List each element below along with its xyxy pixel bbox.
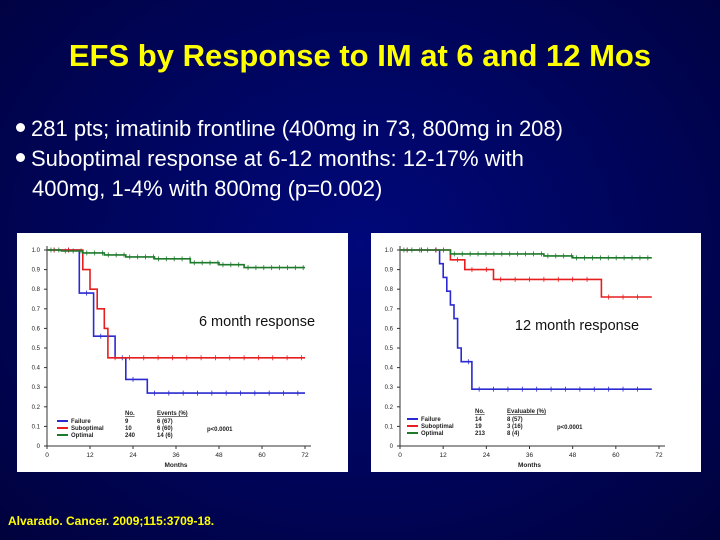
chart-annotation: 6 month response	[199, 314, 315, 330]
legend-header: No.	[475, 409, 485, 415]
y-tick-label: 0.8	[385, 287, 394, 293]
x-tick-label: 48	[569, 452, 577, 459]
efs-chart-12-month-svg: 0 0.1 0.2 0.3 0.4 0.5 0.6 0.7 0.8 0.9 1.0 0 12 24 36 48…	[385, 246, 665, 469]
km-curve-suboptimal	[47, 249, 305, 359]
bullet-2-text-line-2: 400mg, 1-4% with 800mg (p=0.002)	[32, 176, 383, 201]
x-axis-label: Months	[518, 462, 541, 469]
bullet-1: 281 pts; imatinib frontline (400mg in 73…	[16, 114, 716, 144]
x-tick-label: 0	[398, 452, 402, 459]
x-tick-label: 12	[440, 452, 448, 459]
x-tick-label: 0	[45, 452, 49, 459]
legend-cell: 213	[475, 431, 486, 437]
x-tick-label: 36	[172, 452, 180, 459]
p-value: p<0.0001	[557, 425, 583, 431]
bullet-1-text: 281 pts; imatinib frontline (400mg in 73…	[31, 116, 563, 141]
legend-cell: Suboptimal	[71, 426, 104, 432]
x-tick-label: 36	[526, 452, 534, 459]
legend-cell: Failure	[421, 417, 441, 423]
legend-header: No.	[125, 411, 135, 417]
legend-header: Events (%)	[157, 411, 188, 417]
x-tick-label: 12	[86, 452, 94, 459]
y-tick-label: 0.9	[385, 268, 394, 274]
x-tick-label: 48	[215, 452, 223, 459]
legend-cell: 8 (4)	[507, 431, 519, 437]
bullet-2-text-line-1: Suboptimal response at 6-12 months: 12-1…	[31, 146, 524, 171]
legend-cell: Suboptimal	[421, 424, 454, 430]
efs-chart-6-month-svg: 0 0.1 0.2 0.3 0.4 0.5 0.6 0.7 0.8 0.9 1.0 0 12 24 36 48…	[32, 246, 315, 469]
x-tick-label: 72	[301, 452, 309, 459]
x-axis-label: Months	[164, 462, 187, 469]
y-tick-label: 1.0	[32, 248, 41, 254]
x-tick-label: 60	[612, 452, 620, 459]
legend-cell: Failure	[71, 419, 91, 425]
y-tick-label: 0.4	[385, 366, 394, 372]
km-curve-suboptimal	[400, 249, 652, 298]
legend-cell: 240	[125, 433, 136, 439]
legend-header: Evaluable (%)	[507, 409, 546, 415]
km-curve-failure	[400, 249, 652, 390]
y-tick-label: 0.6	[385, 326, 394, 332]
y-tick-label: 0.7	[385, 307, 394, 313]
y-tick-label: 0.7	[32, 307, 41, 313]
legend-cell: 19	[475, 424, 482, 430]
efs-chart-12-month: 0 0.1 0.2 0.3 0.4 0.5 0.6 0.7 0.8 0.9 1.0 0 12 24 36 48…	[371, 233, 701, 472]
p-value: p<0.0001	[207, 427, 233, 433]
legend-cell: 3 (16)	[507, 424, 523, 430]
legend-cell: 14 (6)	[157, 433, 173, 439]
y-tick-label: 0.1	[385, 424, 394, 430]
y-tick-label: 0	[390, 444, 394, 450]
legend-cell: 8 (57)	[507, 417, 523, 423]
efs-chart-6-month: 0 0.1 0.2 0.3 0.4 0.5 0.6 0.7 0.8 0.9 1.0 0 12 24 36 48…	[17, 233, 348, 472]
km-curve-optimal	[400, 249, 652, 259]
y-tick-label: 0.9	[32, 268, 41, 274]
legend-cell: 14	[475, 417, 482, 423]
y-tick-label: 0.1	[32, 424, 41, 430]
legend-cell: 10	[125, 426, 132, 432]
legend-cell: 6 (67)	[157, 419, 173, 425]
y-tick-label: 0.5	[385, 346, 394, 352]
y-tick-label: 0	[37, 444, 41, 450]
chart-annotation: 12 month response	[515, 318, 639, 334]
y-tick-label: 0.2	[385, 405, 394, 411]
bullet-2: Suboptimal response at 6-12 months: 12-1…	[16, 144, 716, 204]
y-tick-label: 0.4	[32, 366, 41, 372]
citation: Alvarado. Cancer. 2009;115:3709-18.	[8, 514, 215, 528]
y-tick-label: 1.0	[385, 248, 394, 254]
y-tick-label: 0.3	[385, 385, 394, 391]
slide-title: EFS by Response to IM at 6 and 12 Mos	[68, 38, 652, 73]
km-curve-optimal	[47, 249, 305, 269]
bullet-dot-icon	[16, 153, 25, 162]
legend-cell: Optimal	[421, 431, 444, 437]
x-tick-label: 72	[655, 452, 663, 459]
legend-cell: 6 (60)	[157, 426, 173, 432]
legend-cell: 9	[125, 419, 129, 425]
x-tick-label: 24	[129, 452, 137, 459]
y-tick-label: 0.2	[32, 405, 41, 411]
legend-cell: Optimal	[71, 433, 94, 439]
y-tick-label: 0.5	[32, 346, 41, 352]
y-tick-label: 0.6	[32, 326, 41, 332]
x-tick-label: 60	[258, 452, 266, 459]
x-tick-label: 24	[483, 452, 491, 459]
y-tick-label: 0.3	[32, 385, 41, 391]
y-tick-label: 0.8	[32, 287, 41, 293]
bullet-dot-icon	[16, 123, 25, 132]
